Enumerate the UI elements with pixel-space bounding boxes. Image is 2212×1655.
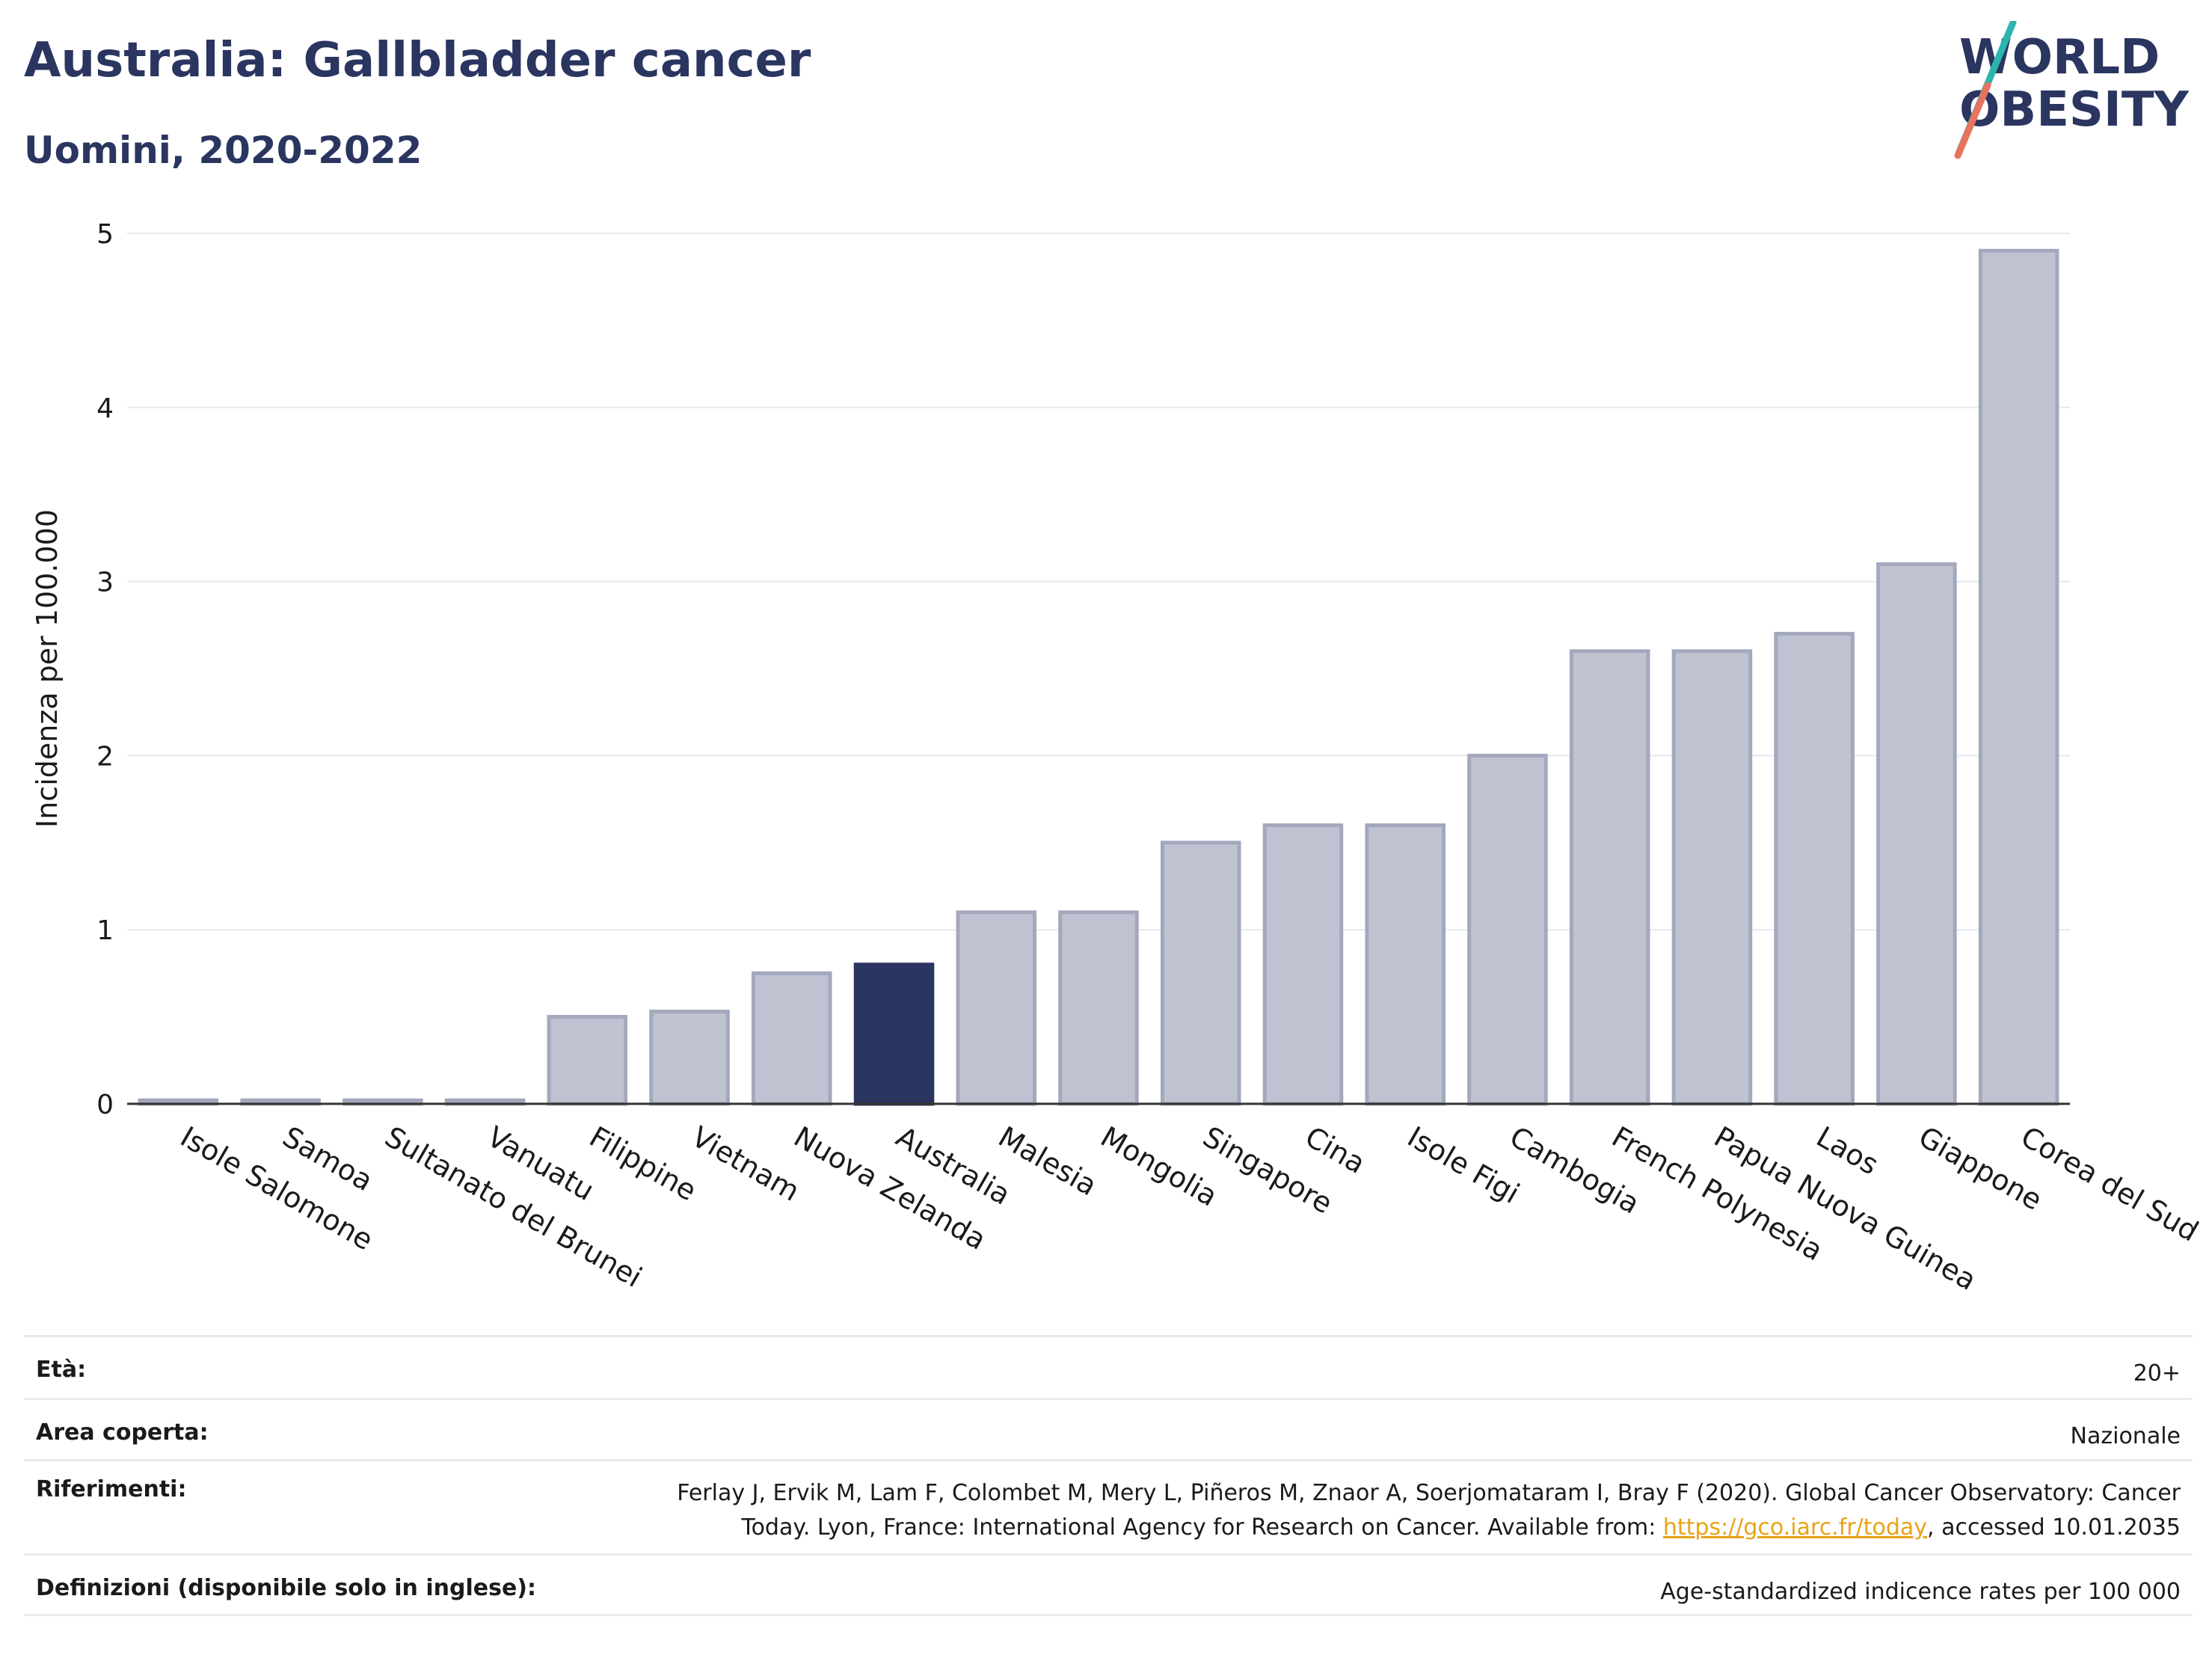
info-row-references: Riferimenti: Ferlay J, Ervik M, Lam F, C…	[24, 1459, 2193, 1553]
definitions-label: Definizioni (disponibile solo in inglese…	[36, 1575, 536, 1601]
references-value: Ferlay J, Ervik M, Lam F, Colombet M, Me…	[677, 1476, 2181, 1545]
y-tick-label: 0	[96, 1090, 114, 1120]
bar	[853, 962, 935, 1106]
chart-title: Australia: Gallbladder cancer	[24, 33, 811, 88]
x-tick-label: Vietnam	[686, 1120, 805, 1208]
y-axis-title: Incidenza per 100.000	[31, 509, 64, 828]
logo-word-obesity: OBESITY	[1959, 82, 2189, 138]
bars	[138, 248, 2059, 1106]
bar	[1671, 649, 1753, 1106]
y-tick-label: 3	[96, 568, 114, 598]
eta-value: 20+	[2133, 1360, 2181, 1387]
references-line2-suffix: , accessed 10.01.2035	[1927, 1514, 2181, 1541]
bar	[1774, 631, 1855, 1106]
info-row-definitions: Definizioni (disponibile solo in inglese…	[24, 1553, 2193, 1616]
world-obesity-logo: WORLD OBESITY	[1954, 21, 2189, 159]
y-tick-label: 2	[96, 741, 114, 772]
logo-slash-coral	[1954, 82, 1991, 159]
definitions-value: Age-standardized indicence rates per 100…	[1660, 1579, 2181, 1605]
references-link[interactable]: https://gco.iarc.fr/today	[1662, 1514, 1928, 1541]
x-tick-label: Filippine	[584, 1120, 702, 1208]
x-tick-label: Cina	[1300, 1120, 1371, 1180]
info-row-eta: Età: 20+	[24, 1335, 2193, 1398]
bar	[547, 1015, 628, 1106]
y-tick-label: 4	[96, 393, 114, 424]
bar	[1365, 823, 1446, 1106]
bar	[649, 1010, 730, 1106]
x-tick-label: Mongolia	[1096, 1120, 1223, 1213]
references-label: Riferimenti:	[36, 1476, 187, 1502]
info-row-area: Area coperta: Nazionale	[24, 1398, 2193, 1459]
x-tick-label: Isole Figi	[1402, 1120, 1526, 1210]
area-label: Area coperta:	[36, 1419, 209, 1446]
bar	[1467, 753, 1548, 1106]
bar	[1262, 823, 1344, 1106]
x-tick-label: Corea del Sud	[2015, 1120, 2204, 1248]
bar	[1569, 649, 1650, 1106]
eta-label: Età:	[36, 1357, 87, 1383]
bar	[1058, 910, 1139, 1106]
y-axis-ticks: 0 1 2 3 4 5	[96, 219, 114, 1120]
info-table: Età: 20+ Area coperta: Nazionale Riferim…	[24, 1335, 2193, 1616]
bar	[1876, 562, 1957, 1106]
x-tick-label: Laos	[1811, 1120, 1884, 1182]
chart-subtitle: Uomini, 2020-2022	[24, 129, 423, 172]
references-line1: Ferlay J, Ervik M, Lam F, Colombet M, Me…	[677, 1480, 2181, 1506]
bar	[1160, 841, 1241, 1106]
y-tick-label: 1	[96, 915, 114, 946]
area-value: Nazionale	[2070, 1423, 2181, 1449]
bar	[1978, 248, 2059, 1106]
references-line2-text: Today. Lyon, France: International Agenc…	[741, 1514, 1663, 1541]
y-tick-label: 5	[96, 219, 114, 250]
bar	[752, 971, 832, 1106]
bar	[956, 910, 1037, 1106]
